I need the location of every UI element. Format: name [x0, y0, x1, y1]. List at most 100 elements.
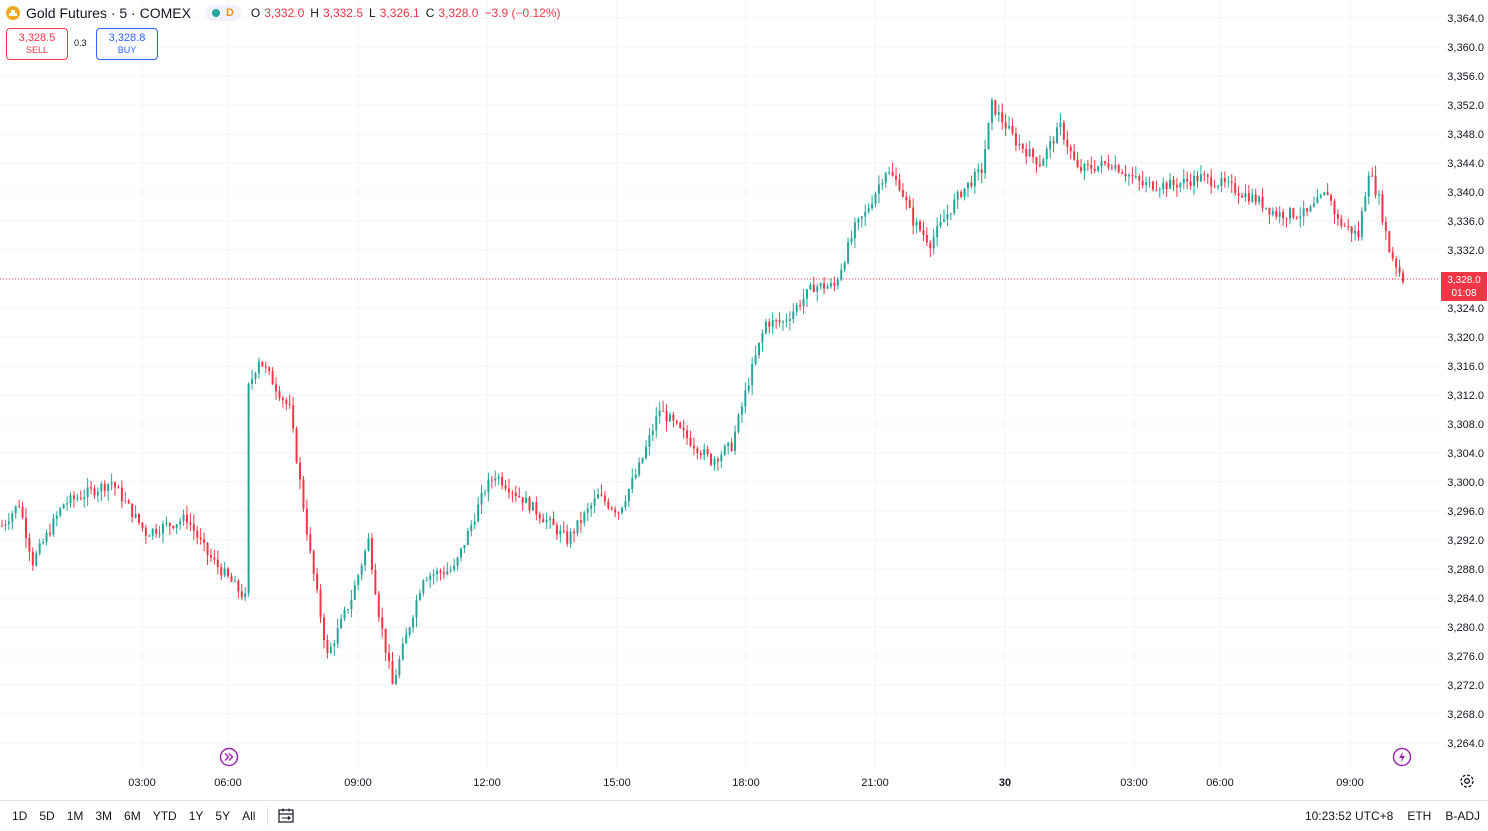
range-ytd[interactable]: YTD	[152, 809, 177, 823]
candle-body	[922, 230, 925, 235]
candle-body	[244, 593, 247, 598]
candle-body	[1121, 172, 1124, 174]
candle-body	[79, 498, 82, 500]
candle-body	[1114, 165, 1117, 169]
candle-body	[768, 321, 771, 327]
candle-body	[1175, 184, 1178, 188]
candle-body	[364, 550, 367, 566]
symbol-title[interactable]: Gold Futures · 5 · COMEX	[26, 5, 191, 21]
lightning-circle-icon[interactable]	[1392, 747, 1412, 767]
range-1d[interactable]: 1D	[12, 809, 28, 823]
candle-body	[730, 442, 733, 451]
candle-body	[1056, 127, 1059, 144]
candle-body	[1069, 146, 1072, 152]
candle-body	[929, 242, 932, 249]
candle-body	[1145, 182, 1148, 186]
candle-body	[1213, 186, 1216, 188]
candle-body	[545, 519, 548, 523]
candle-body	[264, 366, 267, 368]
range-3m[interactable]: 3M	[95, 809, 113, 823]
candle-body	[1251, 194, 1254, 202]
candle-body	[1141, 180, 1144, 186]
candle-body	[213, 557, 216, 560]
candle-body	[497, 476, 500, 479]
adjustment-toggle[interactable]: B-ADJ	[1445, 809, 1480, 823]
candle-body	[542, 518, 545, 523]
candle-body	[1097, 166, 1100, 171]
range-1y[interactable]: 1Y	[188, 809, 204, 823]
candle-body	[764, 321, 767, 334]
candle-body	[538, 514, 541, 519]
candle-body	[1093, 168, 1096, 171]
candle-body	[1367, 175, 1370, 197]
candle-body	[778, 320, 781, 323]
candle-body	[912, 207, 915, 226]
candle-body	[1210, 176, 1213, 187]
candle-body	[884, 173, 887, 184]
status-badges[interactable]: D	[204, 5, 241, 21]
sell-button[interactable]: 3,328.5 SELL	[6, 28, 68, 60]
candle-body	[877, 184, 880, 194]
candle-body	[76, 498, 79, 500]
candles	[1, 97, 1404, 685]
candle-body	[1306, 208, 1309, 212]
candle-body	[1179, 183, 1182, 188]
ohlc-close-key: C	[425, 6, 435, 20]
range-6m[interactable]: 6M	[124, 809, 141, 823]
candle-body	[706, 449, 709, 454]
fast-forward-circle-icon[interactable]	[219, 747, 239, 767]
candle-body	[703, 449, 706, 455]
range-5d[interactable]: 5D	[39, 809, 55, 823]
candle-body	[901, 190, 904, 197]
candle-body	[1402, 272, 1404, 283]
candle-body	[590, 505, 593, 509]
candle-body	[895, 175, 898, 180]
candle-body	[138, 513, 141, 523]
candle-body	[1299, 216, 1302, 218]
candle-body	[405, 634, 408, 644]
calendar-range-icon[interactable]	[276, 806, 296, 826]
candle-body	[45, 532, 48, 542]
candle-body	[607, 501, 610, 508]
bottom-toolbar: 1D 5D 1M 3M 6M YTD 1Y 5Y All 10:23:52 UT…	[0, 800, 1488, 831]
range-all[interactable]: All	[242, 809, 256, 823]
candle-body	[997, 112, 1000, 115]
candle-body	[970, 182, 973, 187]
gear-icon[interactable]	[1458, 772, 1476, 790]
candle-body	[1261, 196, 1264, 209]
y-tick-label: 3,292.0	[1447, 535, 1484, 547]
candle-body	[1073, 151, 1076, 160]
ohlc-open-key: O	[250, 6, 261, 20]
candle-body	[1138, 176, 1141, 181]
candle-body	[699, 453, 702, 455]
clock-timezone[interactable]: 10:23:52 UTC+8	[1304, 809, 1394, 823]
candle-body	[932, 237, 935, 249]
candle-body	[528, 497, 531, 511]
candle-body	[853, 222, 856, 239]
candle-body	[775, 320, 778, 322]
buy-button[interactable]: 3,328.8 BUY	[96, 28, 158, 60]
candle-body	[1312, 203, 1315, 207]
candle-body	[144, 527, 147, 536]
range-5y[interactable]: 5Y	[215, 809, 231, 823]
candle-body	[394, 675, 397, 685]
candle-body	[446, 571, 449, 575]
candle-body	[1275, 211, 1278, 217]
candle-body	[360, 565, 363, 576]
candle-body	[624, 501, 627, 508]
session-toggle[interactable]: ETH	[1407, 809, 1432, 823]
price-axis[interactable]: 3,364.0 3,360.0 3,356.0 3,352.0 3,348.0 3,344…	[1447, 13, 1484, 750]
candle-body	[1162, 182, 1165, 190]
candle-body	[460, 548, 463, 558]
y-tick-label: 3,332.0	[1447, 245, 1484, 257]
candle-body	[1292, 208, 1295, 218]
candle-body	[1045, 148, 1048, 160]
candle-body	[110, 482, 113, 485]
time-axis[interactable]: 03:00 06:00 09:00 12:00 15:00 18:00 21:00 30 03:…	[128, 777, 1364, 789]
candle-body	[980, 169, 983, 174]
candle-body	[69, 495, 72, 504]
candle-body	[1076, 159, 1079, 168]
range-1m[interactable]: 1M	[66, 809, 84, 823]
data-delay-badge[interactable]: D	[225, 7, 234, 19]
